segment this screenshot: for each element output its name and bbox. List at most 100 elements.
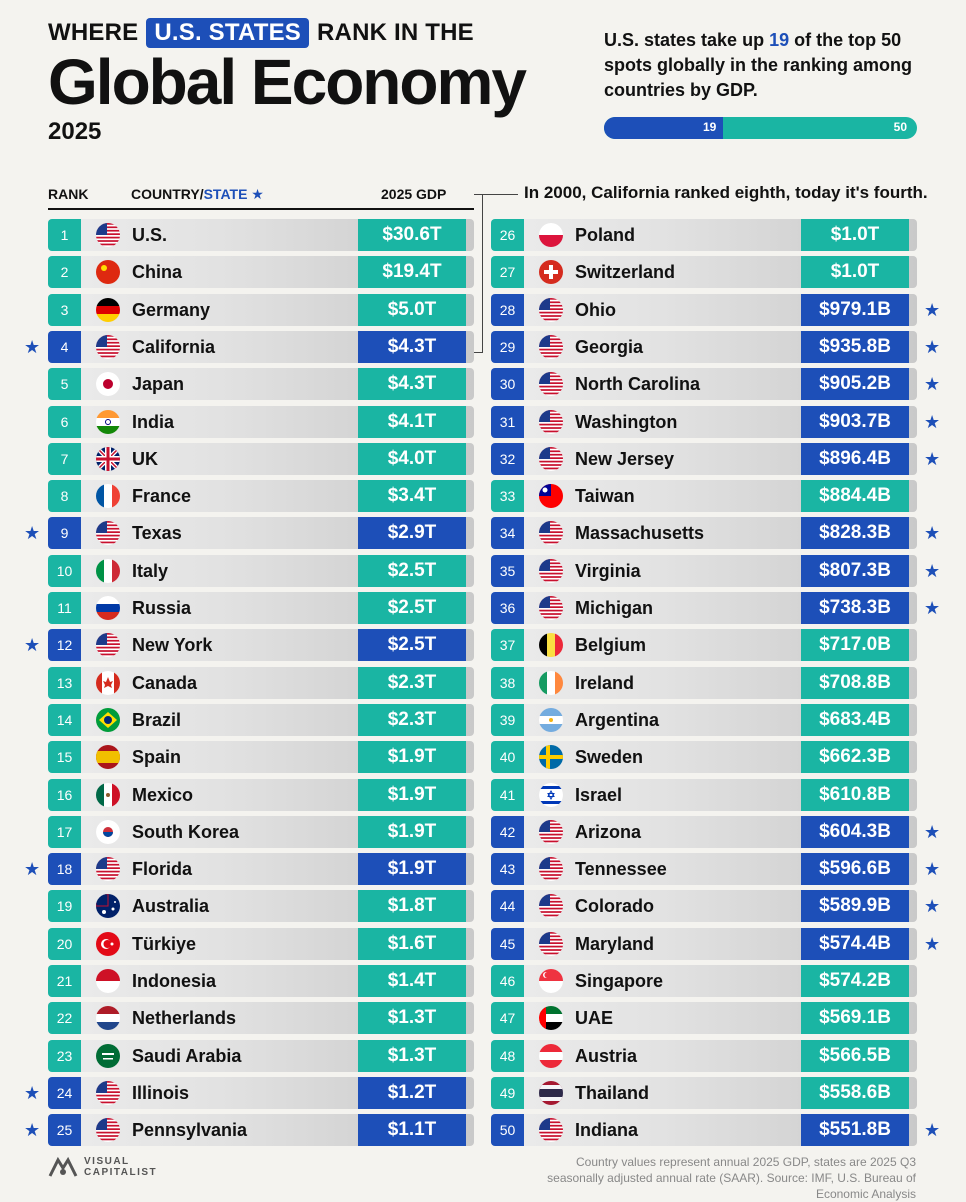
rank-cell: 19 [48, 890, 81, 922]
flag-it-icon [96, 559, 120, 583]
gdp-value-cell: $1.8T [358, 890, 466, 922]
state-star-icon: ★ [924, 934, 941, 954]
logo-line-1: VISUAL [84, 1156, 130, 1167]
column-header-state-text: STATE [203, 186, 248, 202]
gdp-value-cell: $807.3B [801, 555, 909, 587]
table-row: 29 Georgia $935.8B [491, 331, 917, 363]
name-cell: Russia [132, 598, 192, 618]
table-row: 48 Austria $566.5B [491, 1040, 917, 1072]
table-row: 23 Saudi Arabia $1.3T [48, 1040, 474, 1072]
column-header-gdp: 2025 GDP [381, 186, 447, 202]
header-divider [48, 208, 474, 210]
flag-gb-icon [96, 447, 120, 471]
flag-us-icon [96, 1081, 120, 1105]
table-row: 12 New York $2.5T [48, 629, 474, 661]
name-cell: Ireland [575, 673, 635, 693]
table-row: 17 South Korea $1.9T [48, 816, 474, 848]
table-row: 38 Ireland $708.8B [491, 667, 917, 699]
name-cell: Germany [132, 300, 211, 320]
flag-cn-icon [96, 260, 120, 284]
flag-tw-icon [539, 484, 563, 508]
name-cell: Texas [132, 523, 182, 543]
flag-in-icon [96, 410, 120, 434]
flag-us-icon [539, 521, 563, 545]
flag-sa-icon [96, 1044, 120, 1068]
name-cell: Taiwan [575, 486, 635, 506]
logo-text: VISUAL CAPITALIST [84, 1156, 157, 1178]
table-row: 45 Maryland $574.4B [491, 928, 917, 960]
gdp-value-cell: $2.5T [358, 555, 466, 587]
rank-cell: 36 [491, 592, 524, 624]
state-star-icon: ★ [24, 337, 41, 357]
name-cell: Australia [132, 896, 210, 916]
flag-pl-icon [539, 223, 563, 247]
table-row: 7 UK $4.0T [48, 443, 474, 475]
flag-us-icon [539, 894, 563, 918]
name-cell: Indonesia [132, 971, 217, 991]
gdp-value-cell: $610.8B [801, 779, 909, 811]
share-progress-bar: 19 50 [604, 117, 917, 139]
rank-cell: 13 [48, 667, 81, 699]
gdp-value-cell: $30.6T [358, 219, 466, 251]
kicker: WHERE U.S. STATES RANK IN THE [48, 18, 525, 48]
flag-be-icon [539, 633, 563, 657]
flag-us-icon [539, 335, 563, 359]
table-row: 34 Massachusetts $828.3B [491, 517, 917, 549]
rank-cell: 29 [491, 331, 524, 363]
name-cell: Virginia [575, 561, 641, 581]
flag-se-icon [539, 745, 563, 769]
name-cell: Ohio [575, 300, 616, 320]
state-star-icon: ★ [924, 337, 941, 357]
rank-cell: 34 [491, 517, 524, 549]
state-star-icon: ★ [924, 822, 941, 842]
flag-de-icon [96, 298, 120, 322]
rank-cell: 43 [491, 853, 524, 885]
rank-cell: 25 [48, 1114, 81, 1146]
callout-connector-vertical [474, 194, 483, 353]
flag-us-icon [539, 559, 563, 583]
gdp-value-cell: $1.9T [358, 779, 466, 811]
gdp-value-cell: $935.8B [801, 331, 909, 363]
state-star-icon: ★ [24, 635, 41, 655]
table-row: 46 Singapore $574.2B [491, 965, 917, 997]
gdp-value-cell: $1.9T [358, 816, 466, 848]
table-row: 9 Texas $2.9T [48, 517, 474, 549]
flag-us-icon [96, 633, 120, 657]
flag-th-icon [539, 1081, 563, 1105]
name-cell: France [132, 486, 192, 506]
rank-cell: 30 [491, 368, 524, 400]
gdp-value-cell: $2.9T [358, 517, 466, 549]
rank-cell: 8 [48, 480, 81, 512]
stat-text: U.S. states take up 19 of the top 50 spo… [604, 28, 934, 103]
rank-cell: 33 [491, 480, 524, 512]
name-cell: Washington [575, 412, 678, 432]
flag-ca-icon [96, 671, 120, 695]
name-cell: Türkiye [132, 934, 197, 954]
progress-value-label: 19 [703, 120, 717, 134]
table-row: 10 Italy $2.5T [48, 555, 474, 587]
state-star-icon: ★ [924, 896, 941, 916]
rank-cell: 3 [48, 294, 81, 326]
table-row: 16 Mexico $1.9T [48, 779, 474, 811]
flag-us-icon [539, 447, 563, 471]
rank-cell: 26 [491, 219, 524, 251]
callout-connector-bottom [466, 352, 482, 353]
flag-tr-icon [96, 932, 120, 956]
table-row: 49 Thailand $558.6B [491, 1077, 917, 1109]
rank-cell: 6 [48, 406, 81, 438]
flag-au-icon [96, 894, 120, 918]
gdp-value-cell: $1.2T [358, 1077, 466, 1109]
state-star-icon: ★ [924, 374, 941, 394]
name-cell: Netherlands [132, 1008, 237, 1028]
gdp-value-cell: $2.5T [358, 629, 466, 661]
gdp-value-cell: $4.1T [358, 406, 466, 438]
name-cell: Colorado [575, 896, 654, 916]
rank-cell: 15 [48, 741, 81, 773]
stat-count: 19 [769, 30, 790, 50]
rank-cell: 46 [491, 965, 524, 997]
source-footnote: Country values represent annual 2025 GDP… [547, 1155, 916, 1201]
rank-cell: 44 [491, 890, 524, 922]
flag-es-icon [96, 745, 120, 769]
rank-cell: 37 [491, 629, 524, 661]
flag-us-icon [539, 372, 563, 396]
